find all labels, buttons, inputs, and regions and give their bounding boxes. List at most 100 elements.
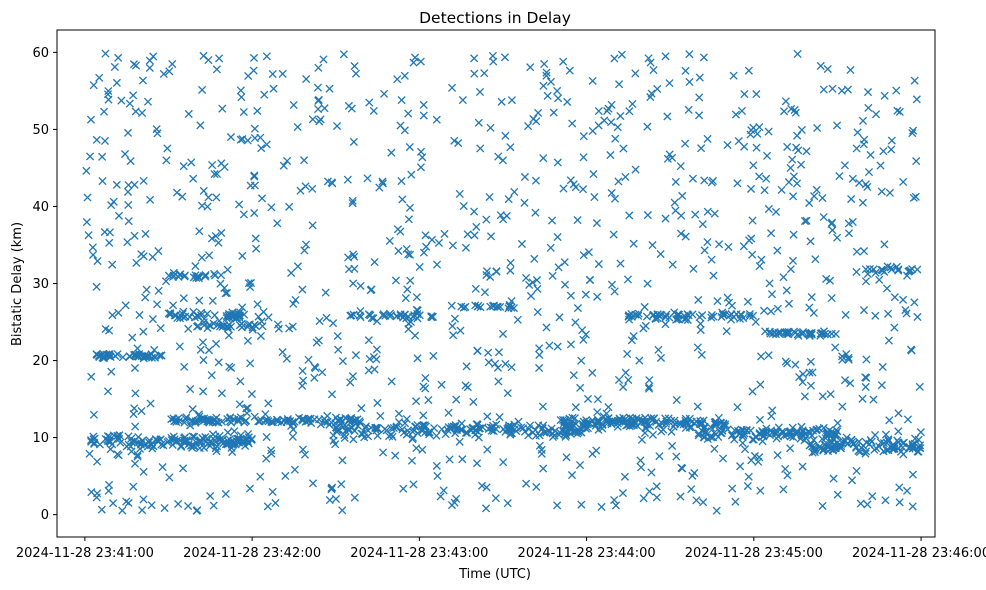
- data-point: [337, 480, 346, 489]
- data-point: [579, 335, 588, 344]
- data-point: [187, 158, 196, 167]
- data-point: [671, 177, 680, 186]
- data-point: [130, 363, 140, 373]
- data-point: [496, 302, 505, 311]
- data-point: [112, 180, 121, 189]
- data-point: [372, 426, 381, 435]
- data-point: [659, 425, 668, 434]
- data-point: [301, 182, 310, 191]
- data-point: [224, 331, 233, 340]
- data-point: [406, 276, 415, 285]
- data-point: [184, 501, 193, 511]
- data-point: [125, 352, 134, 361]
- data-point: [289, 101, 298, 110]
- data-point: [703, 134, 712, 143]
- data-point: [82, 166, 91, 175]
- data-point: [859, 306, 869, 315]
- data-point: [694, 111, 704, 120]
- data-point: [253, 106, 262, 115]
- data-point: [188, 432, 197, 441]
- data-point: [329, 319, 338, 328]
- data-point: [419, 111, 428, 120]
- data-point: [279, 161, 288, 170]
- data-point: [584, 248, 593, 257]
- data-point: [743, 481, 752, 491]
- data-point: [583, 394, 593, 403]
- data-point: [135, 350, 144, 359]
- data-point: [567, 471, 577, 480]
- data-point: [298, 366, 307, 375]
- data-point: [699, 498, 708, 507]
- data-point: [214, 418, 223, 427]
- data-point: [805, 368, 814, 377]
- data-point: [727, 431, 737, 440]
- data-point: [593, 292, 602, 301]
- data-point: [344, 101, 353, 111]
- data-point: [835, 172, 844, 181]
- data-point: [304, 416, 313, 425]
- data-point: [871, 110, 881, 119]
- data-point: [400, 126, 409, 135]
- data-point: [639, 494, 648, 503]
- data-point: [559, 184, 568, 193]
- data-point: [629, 332, 638, 341]
- data-point: [176, 442, 186, 451]
- data-point: [131, 422, 140, 431]
- data-point: [131, 389, 140, 398]
- data-point: [308, 115, 317, 124]
- data-point: [691, 210, 700, 219]
- data-point: [204, 193, 213, 202]
- data-point: [419, 411, 428, 420]
- data-point: [348, 196, 357, 205]
- data-point: [646, 58, 655, 67]
- data-point: [121, 301, 130, 310]
- data-point: [139, 495, 148, 504]
- data-point: [577, 356, 586, 365]
- data-point: [285, 324, 294, 333]
- data-point: [262, 416, 272, 425]
- data-point: [217, 228, 226, 238]
- data-point: [211, 232, 220, 241]
- data-point: [770, 328, 779, 337]
- data-point: [915, 441, 925, 450]
- data-point: [264, 313, 273, 322]
- data-point: [820, 329, 829, 339]
- data-point: [771, 428, 780, 437]
- data-point: [771, 207, 781, 216]
- data-point: [694, 431, 703, 440]
- data-point: [349, 435, 358, 444]
- data-point: [667, 427, 676, 436]
- data-point: [249, 66, 258, 75]
- data-point: [419, 382, 428, 391]
- data-point: [129, 482, 138, 491]
- data-point: [243, 336, 252, 345]
- data-point: [142, 285, 151, 294]
- data-point: [711, 430, 721, 439]
- data-point: [268, 487, 277, 496]
- data-point: [773, 451, 782, 460]
- data-point: [452, 395, 461, 404]
- data-point: [642, 312, 651, 321]
- data-point: [723, 293, 732, 302]
- data-point: [631, 165, 640, 174]
- data-point: [298, 445, 308, 454]
- data-point: [194, 410, 203, 419]
- data-point: [859, 247, 869, 256]
- data-point: [243, 403, 252, 413]
- data-point: [93, 256, 102, 266]
- data-point: [525, 280, 534, 290]
- data-point: [732, 310, 741, 319]
- data-point: [412, 397, 421, 406]
- data-point: [148, 252, 157, 262]
- data-point: [661, 313, 670, 322]
- data-point: [156, 324, 165, 333]
- data-point: [214, 358, 223, 367]
- data-point: [101, 49, 110, 58]
- data-point: [700, 246, 709, 255]
- data-point: [861, 373, 870, 382]
- data-point: [185, 312, 194, 322]
- data-point: [833, 121, 842, 130]
- data-point: [542, 68, 551, 77]
- data-point: [473, 346, 482, 355]
- data-point: [753, 129, 762, 138]
